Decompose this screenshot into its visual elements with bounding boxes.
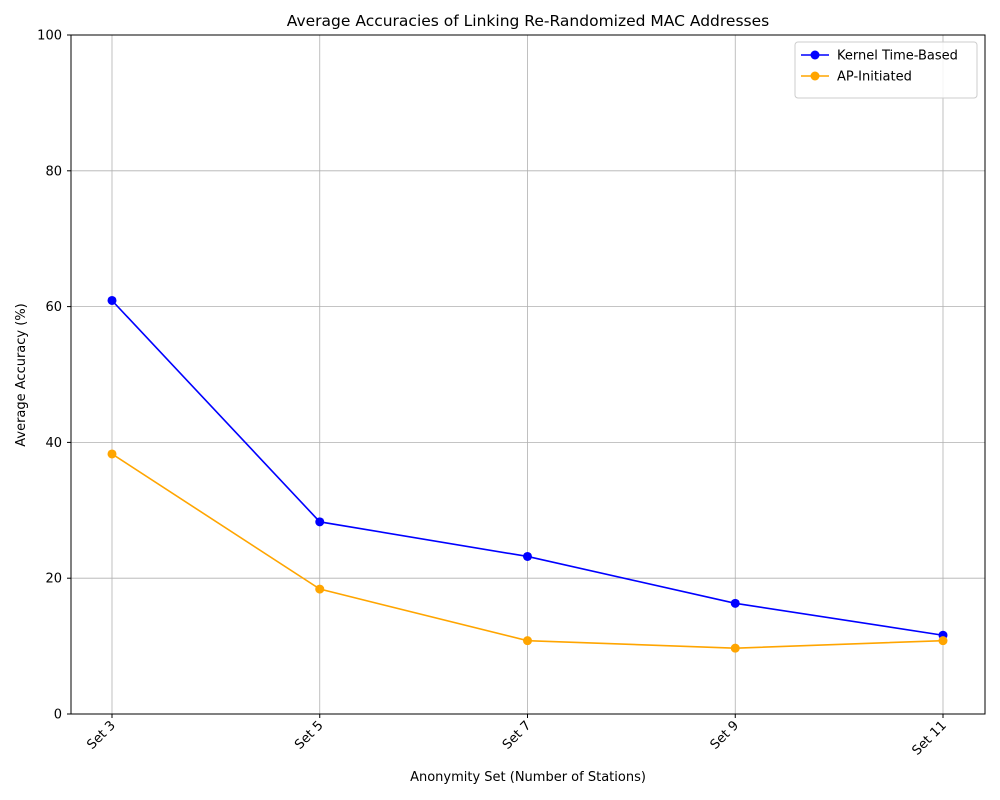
legend: Kernel Time-Based AP-Initiated — [794, 41, 978, 99]
legend-label: AP-Initiated — [837, 70, 912, 85]
legend-marker — [810, 50, 820, 60]
axes — [67, 34, 986, 718]
x-tick-label: Set 5 — [292, 718, 326, 752]
series-lines — [107, 295, 948, 653]
chart-title: Average Accuracies of Linking Re-Randomi… — [287, 12, 769, 30]
y-tick-label: 80 — [45, 164, 62, 179]
data-point — [938, 636, 948, 646]
x-tick-label: Set 9 — [708, 718, 742, 752]
legend-marker — [810, 71, 820, 81]
data-point — [523, 636, 532, 646]
legend-box — [794, 41, 978, 99]
x-tick-label: Set 7 — [500, 718, 534, 752]
data-point — [315, 517, 325, 527]
y-tick-label: 60 — [45, 300, 62, 315]
data-point — [107, 449, 117, 459]
y-axis-label: Average Accuracy (%) — [14, 303, 29, 447]
tick-labels: 0 20 40 60 80 100 Set 3 Set 5 Set 7 Set 9 Set 11 — [37, 29, 950, 759]
y-tick-label: 100 — [37, 29, 62, 44]
y-tick-label: 40 — [45, 436, 62, 451]
data-point — [315, 584, 325, 594]
data-point — [107, 295, 117, 305]
legend-label: Kernel Time-Based — [837, 49, 958, 64]
data-point — [730, 643, 740, 653]
x-axis-label: Anonymity Set (Number of Stations) — [410, 770, 646, 785]
x-tick-label: Set 11 — [910, 718, 950, 758]
plot-frame — [70, 34, 986, 715]
y-tick-label: 0 — [54, 708, 62, 723]
data-point — [730, 598, 740, 608]
data-point — [523, 551, 532, 561]
y-tick-label: 20 — [45, 572, 62, 587]
x-tick-label: Set 3 — [84, 718, 118, 752]
grid-lines — [71, 34, 985, 715]
